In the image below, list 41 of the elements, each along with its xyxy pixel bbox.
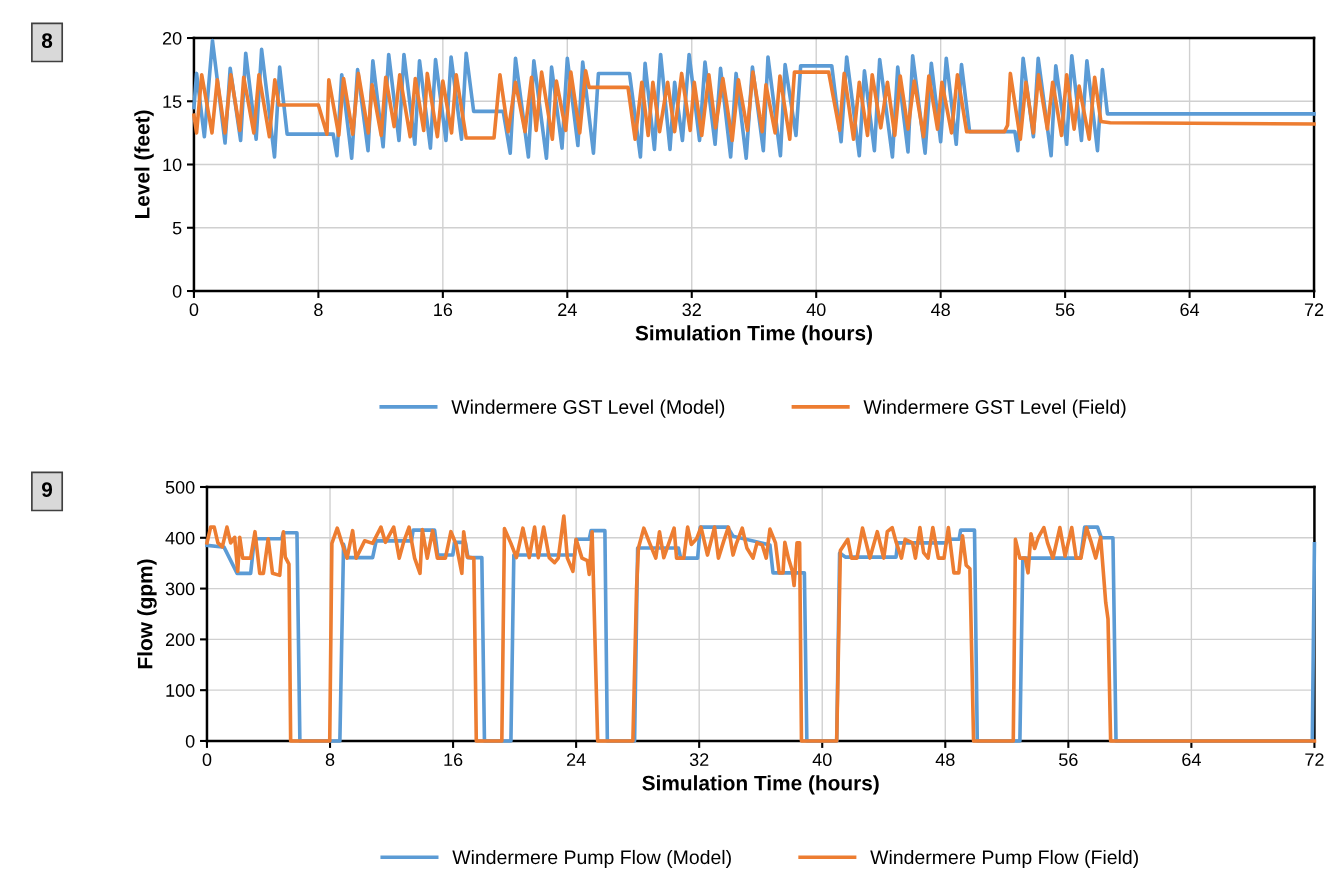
x-tick-label: 16: [444, 753, 463, 767]
chart-title: 8: [41, 33, 53, 49]
line-series: [192, 69, 1316, 143]
x-tick-label: 56: [1059, 753, 1078, 767]
y-tick-label: 500: [165, 480, 195, 494]
y-tick-label: 100: [166, 684, 195, 697]
x-tick-label: 64: [1180, 303, 1200, 317]
x-tick-label: 8: [314, 303, 323, 317]
y-tick-label: 5: [172, 221, 182, 235]
chart-title: 9: [41, 482, 53, 498]
x-tick-label: 72: [1305, 753, 1324, 766]
x-tick-label: 48: [931, 303, 950, 317]
x-tick-label: 40: [812, 753, 832, 767]
legend-label: Windermere GST Level (Model): [451, 399, 725, 418]
y-tick-label: 200: [165, 633, 195, 647]
x-axis-title: Simulation Time (hours): [642, 775, 879, 795]
y-tick-label: 20: [162, 31, 182, 45]
y-tick-label: 400: [165, 531, 195, 545]
x-tick-label: 16: [434, 303, 453, 317]
legend-label: Windermere Pump Flow (Field): [870, 849, 1138, 869]
y-tick-label: 0: [172, 284, 182, 298]
y-tick-label: 0: [185, 734, 195, 748]
x-axis-title: Simulation Time (hours): [635, 325, 872, 345]
y-tick-label: 10: [163, 158, 182, 172]
x-tick-label: 56: [1055, 303, 1075, 317]
y-tick-label: 15: [163, 95, 182, 108]
x-tick-label: 64: [1182, 753, 1201, 767]
y-tick-label: 300: [165, 582, 195, 596]
x-tick-label: 72: [1304, 303, 1324, 316]
x-tick-label: 0: [202, 753, 212, 767]
x-tick-label: 32: [682, 303, 701, 317]
x-tick-label: 24: [558, 303, 577, 316]
legend-label: Windermere GST Level (Field): [863, 399, 1126, 418]
x-tick-label: 24: [567, 753, 586, 766]
y-axis-title: Level (feet): [134, 110, 154, 219]
x-tick-label: 48: [935, 753, 955, 767]
x-tick-label: 8: [325, 753, 335, 767]
y-axis-title: Flow (gpm): [137, 559, 157, 669]
legend-label: Windermere Pump Flow (Model): [452, 849, 731, 869]
x-tick-label: 40: [806, 303, 826, 317]
x-tick-label: 32: [689, 753, 709, 767]
